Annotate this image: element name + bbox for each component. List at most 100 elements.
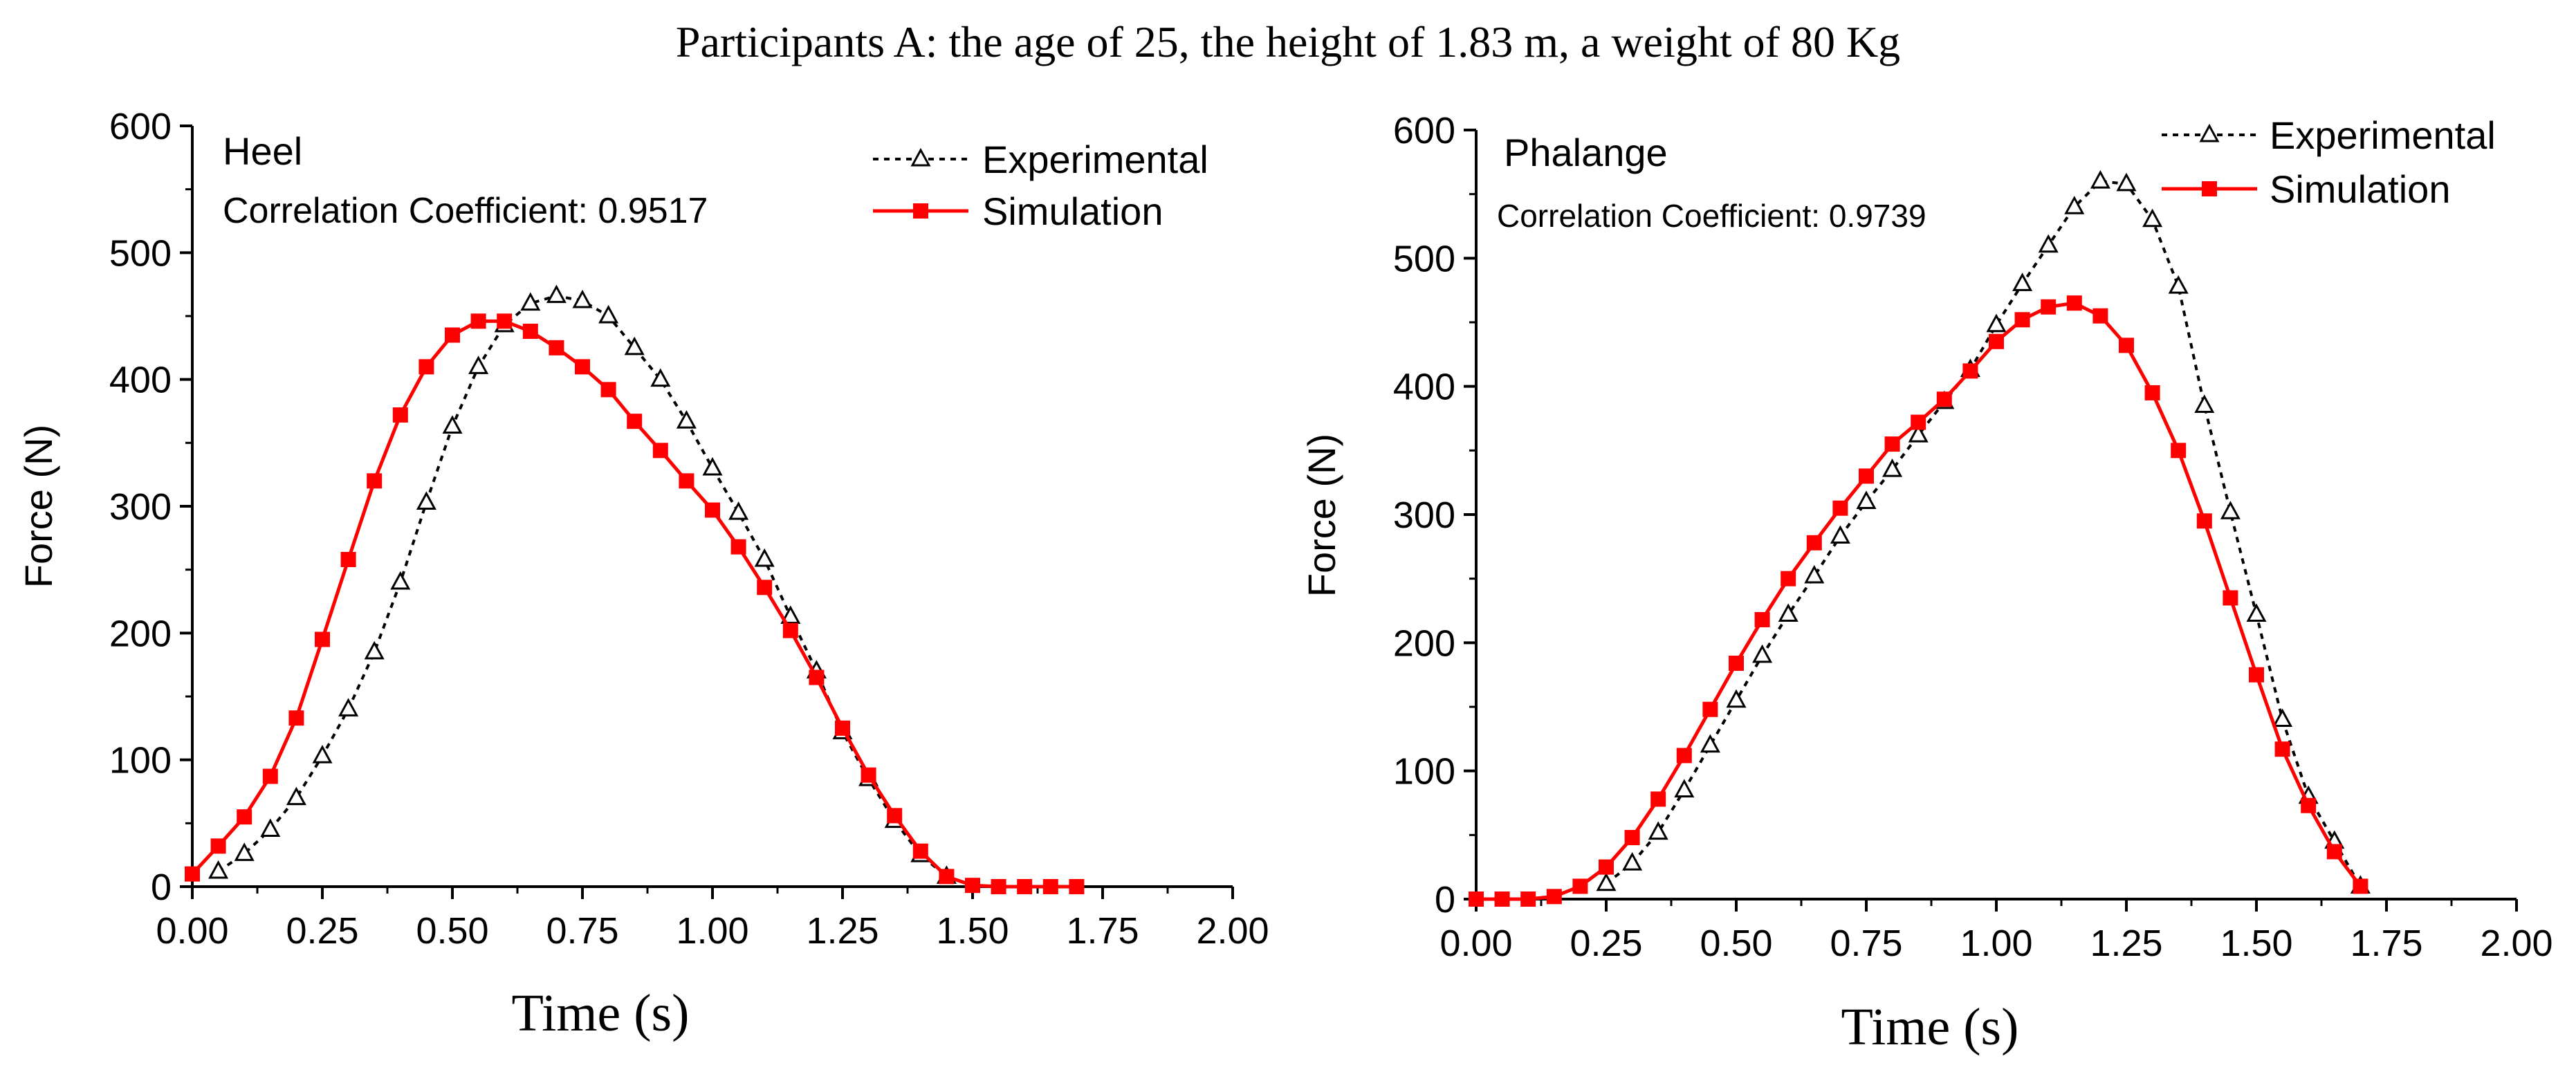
simulation-point [1546,889,1562,905]
experimental-point [2012,272,2033,291]
simulation-point [1650,791,1666,807]
experimental-point [2090,170,2110,189]
simulation-point [1962,363,1978,379]
simulation-point [340,552,356,567]
simulation-point [262,768,278,784]
y-tick-label: 100 [1393,751,1455,793]
simulation-point [1017,879,1033,894]
experimental-point [780,605,801,624]
legend-experimental-label: Experimental [2270,113,2496,157]
simulation-point [575,359,590,375]
experimental-point [624,336,645,355]
simulation-point [2144,385,2160,400]
x-tick-label: 2.00 [2480,923,2552,964]
experimental-point [1596,872,1617,891]
simulation-point [2274,741,2290,757]
simulation-point [392,407,408,423]
simulation-line [191,319,1077,889]
simulation-point [1989,333,2004,349]
legend-experimental-marker [910,147,931,167]
simulation-point [210,838,226,854]
y-axis-label: Force (N) [1300,434,1343,597]
y-tick-label: 200 [1393,622,1455,664]
x-tick-label: 0.50 [1700,923,1772,964]
simulation-point [549,340,564,355]
simulation-point [1884,436,1900,452]
y-tick-label: 0 [151,867,172,908]
x-tick-label: 0.75 [546,910,618,952]
y-tick-label: 100 [109,740,172,782]
simulation-point [1781,571,1796,586]
x-axis-label: Time (s) [1841,998,2019,1056]
y-tick-label: 200 [109,613,172,654]
simulation-point [2014,312,2030,328]
simulation-point [1599,859,1614,875]
legend-simulation-marker [2202,181,2217,196]
simulation-point [705,502,720,518]
simulation-point [757,580,773,595]
simulation-point [809,669,825,685]
experimental-point [2220,501,2241,519]
experimental-point [260,818,281,837]
y-tick-label: 500 [1393,238,1455,279]
simulation-point [2092,308,2108,324]
y-tick-label: 300 [109,486,172,528]
legend-simulation-label: Simulation [982,190,1163,233]
simulation-point [2249,667,2264,683]
correlation-annotation: Correlation Coefficient: 0.9739 [1497,198,1926,234]
simulation-point [1859,468,1874,484]
simulation-point [2171,443,2187,459]
simulation-point [782,622,798,638]
experimental-point [1778,603,1798,622]
experimental-point [2038,234,2059,253]
experimental-point [1856,490,1877,509]
experimental-point [520,292,541,311]
simulation-point [2326,844,2342,860]
experimental-point [2272,708,2293,728]
simulation-point [445,327,460,343]
experimental-point [442,415,463,434]
simulation-point [1676,748,1692,764]
x-tick-label: 0.25 [1570,923,1642,964]
heel-chart: 0.00 0.25 0.50 0.75 1.00 1.25 1.50 1.75 2.00 0 100… [17,106,1269,1042]
simulation-point [939,869,955,885]
simulation-point [470,313,486,329]
simulation-point [1069,879,1085,894]
experimental-point [546,284,567,304]
simulation-point [367,473,383,489]
simulation-point [1729,655,1744,671]
x-axis-label: Time (s) [512,984,690,1042]
experimental-point [2194,394,2215,413]
experimental-line [1605,180,2362,887]
experimental-point [1804,564,1825,584]
simulation-point [887,808,903,824]
correlation-annotation: Correlation Coefficient: 0.9517 [223,191,708,231]
simulation-point [1469,891,1484,907]
experimental-point [2064,196,2085,214]
x-tick-label: 1.25 [2090,923,2162,964]
experimental-point [702,456,723,476]
simulation-point [315,631,330,647]
simulation-point [730,539,746,555]
simulation-point [2353,878,2368,894]
experimental-point [286,786,306,806]
experimental-point [676,410,697,429]
simulation-point [237,809,252,825]
x-tick-label: 1.50 [936,910,1009,952]
simulation-point [861,767,876,783]
x-tick-label: 0.50 [416,910,488,952]
experimental-point [1752,644,1773,663]
simulation-point [627,414,643,429]
simulation-point [991,879,1006,894]
simulation-point [835,720,850,736]
experimental-point [2246,603,2267,622]
simulation-point [1042,879,1058,894]
experimental-point [1726,689,1747,708]
simulation-point [288,710,304,726]
simulation-point [497,313,513,329]
x-tick-label: 0.75 [1830,923,1902,964]
simulation-point [2119,338,2134,353]
simulation-point [652,443,668,459]
legend-simulation-label: Simulation [2270,167,2450,211]
